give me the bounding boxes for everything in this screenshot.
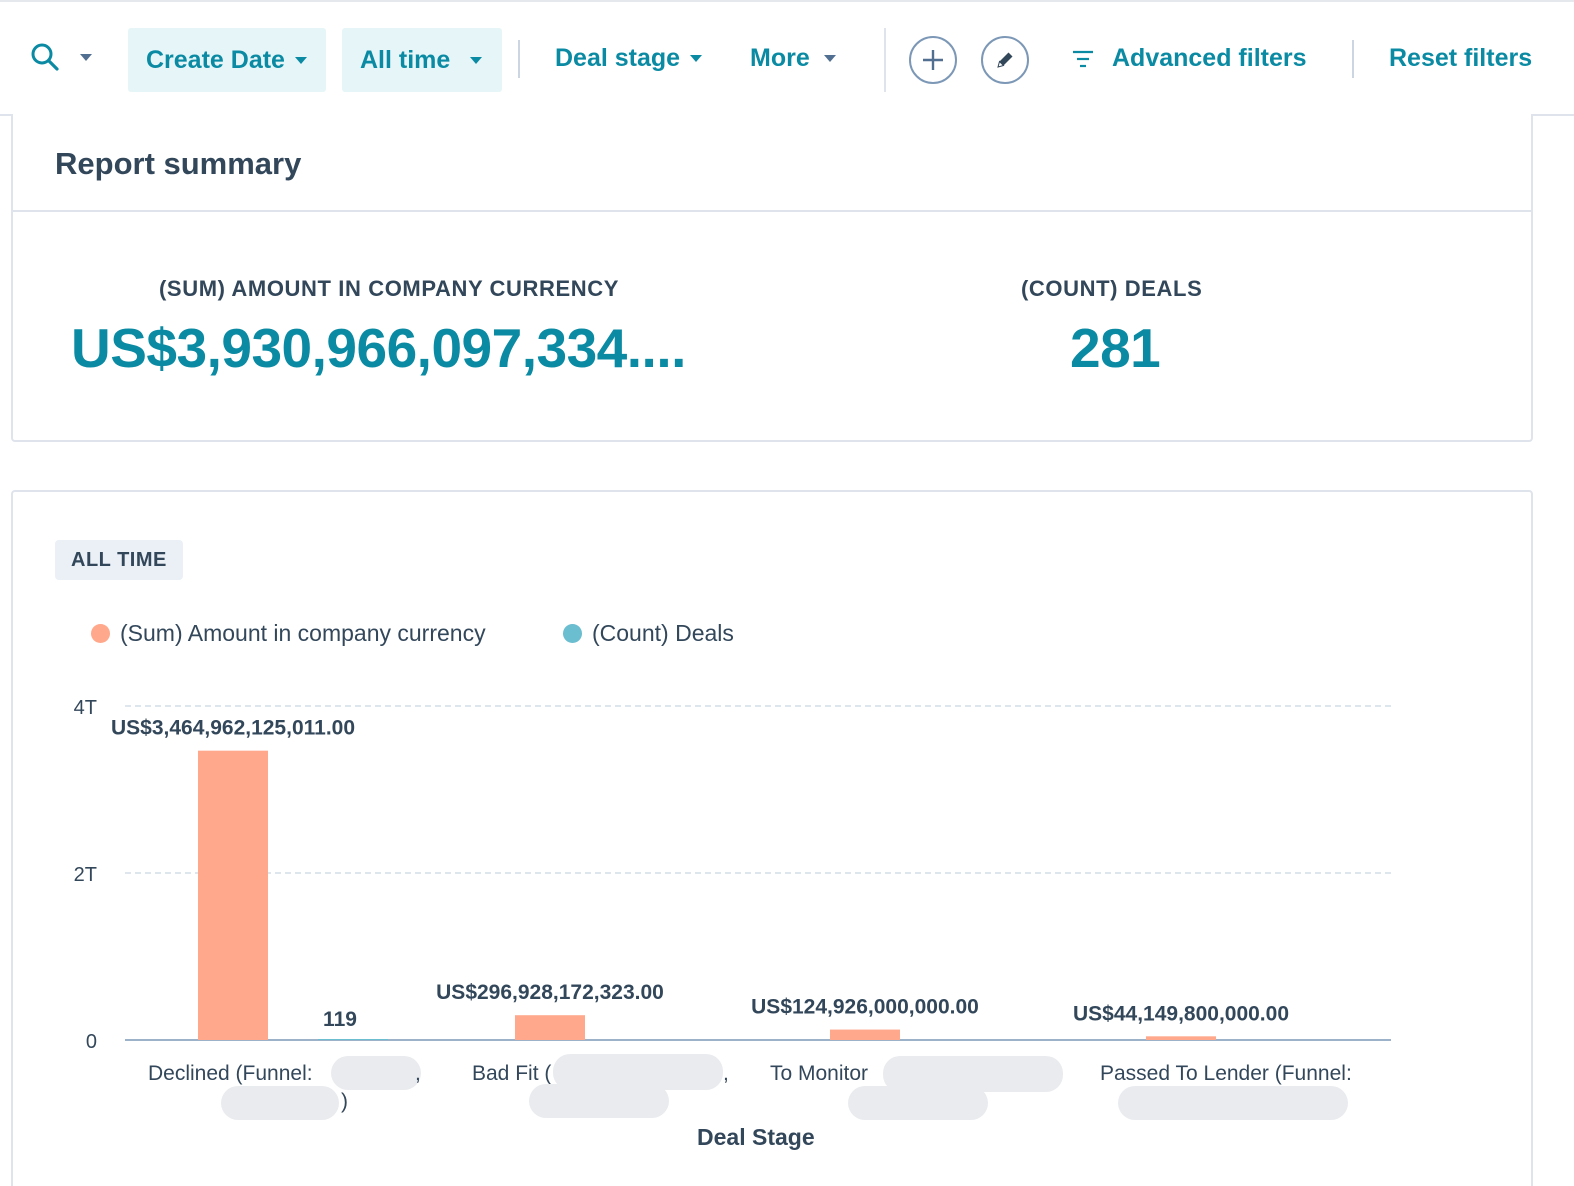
bar-sum-amount (515, 1015, 585, 1040)
legend-label: (Sum) Amount in company currency (120, 620, 486, 646)
chevron-down-icon (470, 56, 483, 64)
add-filter-button[interactable] (909, 36, 957, 84)
deal-stage-filter[interactable]: Deal stage (555, 44, 703, 73)
divider (1352, 40, 1354, 78)
y-tick-label: 0 (86, 1031, 97, 1053)
divider (884, 28, 886, 92)
divider (13, 210, 1531, 212)
report-summary-title: Report summary (55, 146, 302, 181)
data-label-sum-amount: US$296,928,172,323.00 (436, 981, 664, 1004)
reset-filters-label: Reset filters (1389, 44, 1533, 72)
x-tick-label-suffix: , (723, 1062, 729, 1085)
report-summary-card: Report summary (SUM) AMOUNT IN COMPANY C… (11, 114, 1533, 442)
x-tick-label: Passed To Lender (Funnel: (1100, 1062, 1352, 1085)
y-tick-label: 4T (74, 697, 97, 719)
bar-sum-amount (1146, 1036, 1216, 1040)
time-range-tag: ALL TIME (55, 540, 183, 580)
more-filter[interactable]: More (750, 44, 836, 73)
legend-dot (91, 624, 110, 643)
kpi-count-deals-value: 281 (1070, 317, 1161, 379)
x-tick-label-suffix: , (415, 1062, 421, 1085)
edit-filters-button[interactable] (981, 36, 1029, 84)
bar-sum-amount (830, 1029, 900, 1040)
kpi-sum-amount-label: (SUM) AMOUNT IN COMPANY CURRENCY (159, 276, 620, 301)
data-label-count-deals: 119 (323, 1008, 357, 1031)
chevron-down-icon (294, 56, 307, 64)
deal-stage-bar-chart: 0 2T 4T US$3,464,962,125,011.00 119 Declined … (74, 697, 1391, 1120)
x-axis-title: Deal Stage (697, 1124, 815, 1150)
chevron-down-icon (80, 53, 92, 61)
x-tick-label-suffix: ) (341, 1090, 348, 1113)
filter-lines-icon (1073, 50, 1093, 67)
bar-count-deals (318, 1039, 388, 1040)
chart-card: ALL TIME (Sum) Amount in company currenc… (11, 490, 1533, 1186)
redacted-label (848, 1086, 988, 1120)
chevron-down-icon (823, 55, 836, 62)
legend-item-count-deals[interactable]: (Count) Deals (563, 620, 734, 647)
deal-stage-label: Deal stage (555, 44, 681, 72)
plus-icon (923, 50, 943, 70)
chevron-down-icon (690, 55, 703, 62)
legend-item-sum-amount[interactable]: (Sum) Amount in company currency (91, 620, 486, 647)
search-dropdown[interactable] (30, 42, 92, 72)
advanced-filters-button[interactable]: Advanced filters (1072, 44, 1307, 73)
filter-toolbar: Create Date All time Deal stage More (0, 0, 1574, 116)
pencil-icon (997, 52, 1013, 68)
search-icon (31, 43, 59, 71)
bar-sum-amount (198, 750, 268, 1040)
create-date-label: Create Date (146, 45, 285, 74)
advanced-filters-label: Advanced filters (1112, 44, 1307, 72)
redacted-label (221, 1086, 339, 1120)
divider (518, 40, 520, 78)
x-tick-label: Declined (Funnel: (148, 1062, 313, 1085)
data-label-sum-amount: US$44,149,800,000.00 (1073, 1002, 1289, 1025)
x-tick-label: Bad Fit ( (472, 1062, 551, 1085)
all-time-label: All time (360, 45, 451, 74)
data-label-sum-amount: US$3,464,962,125,011.00 (111, 717, 355, 740)
reset-filters-button[interactable]: Reset filters (1389, 44, 1532, 73)
x-tick-label: To Monitor (770, 1062, 868, 1085)
data-label-sum-amount: US$124,926,000,000.00 (751, 996, 979, 1019)
create-date-filter[interactable]: Create Date (128, 28, 326, 92)
legend-dot (563, 624, 582, 643)
kpi-sum-amount-value: US$3,930,966,097,334.... (71, 317, 686, 379)
redacted-label (529, 1084, 669, 1118)
more-label: More (750, 44, 810, 72)
redacted-label (883, 1056, 1063, 1092)
y-tick-label: 2T (74, 864, 97, 886)
legend-label: (Count) Deals (592, 620, 734, 646)
redacted-label (553, 1054, 723, 1090)
redacted-label (331, 1056, 421, 1090)
all-time-filter[interactable]: All time (342, 28, 502, 92)
kpi-count-deals-label: (COUNT) DEALS (1021, 276, 1203, 301)
redacted-label (1118, 1086, 1348, 1120)
